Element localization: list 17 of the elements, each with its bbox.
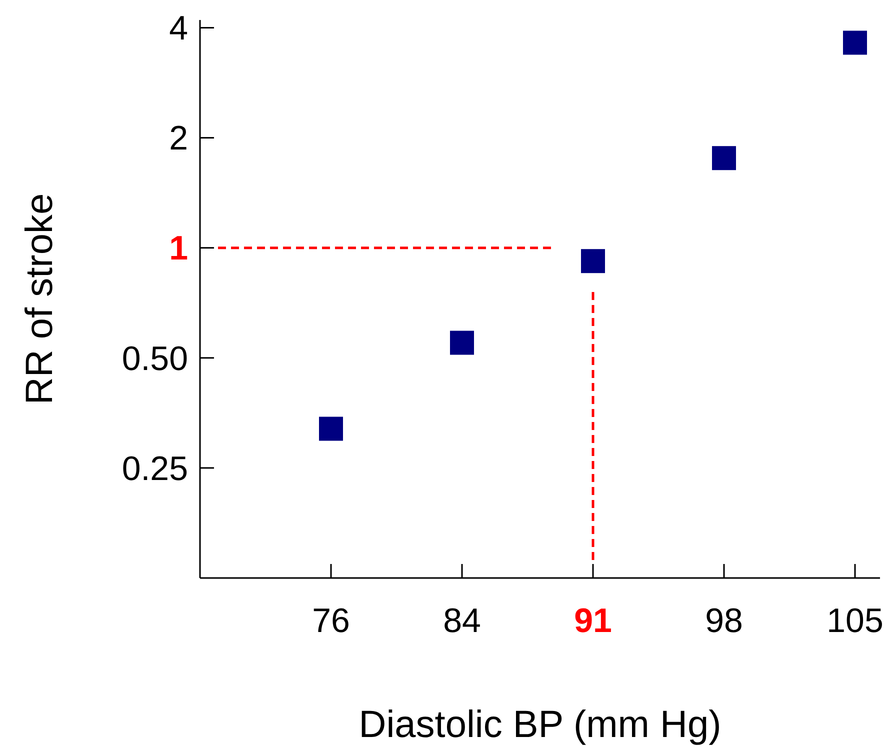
x-tick-label: 84 bbox=[443, 602, 481, 640]
y-tick-label: 2 bbox=[169, 120, 188, 158]
y-tick-label: 0.50 bbox=[122, 340, 188, 378]
point bbox=[712, 146, 736, 170]
point bbox=[450, 330, 474, 355]
y-tick-label: 1 bbox=[169, 230, 188, 268]
point bbox=[581, 249, 605, 274]
y-tick-label: 4 bbox=[169, 10, 188, 48]
y-tick-label: 0.25 bbox=[122, 450, 188, 488]
x-tick-label: 105 bbox=[826, 602, 884, 640]
x-tick-label: 91 bbox=[574, 602, 612, 640]
x-tick-label: 76 bbox=[312, 602, 350, 640]
x-tick-label: 98 bbox=[705, 602, 743, 640]
y-axis-title: RR of stroke bbox=[19, 193, 61, 405]
point bbox=[319, 416, 343, 441]
x-axis-title: Diastolic BP (mm Hg) bbox=[358, 704, 722, 746]
point bbox=[843, 30, 867, 55]
